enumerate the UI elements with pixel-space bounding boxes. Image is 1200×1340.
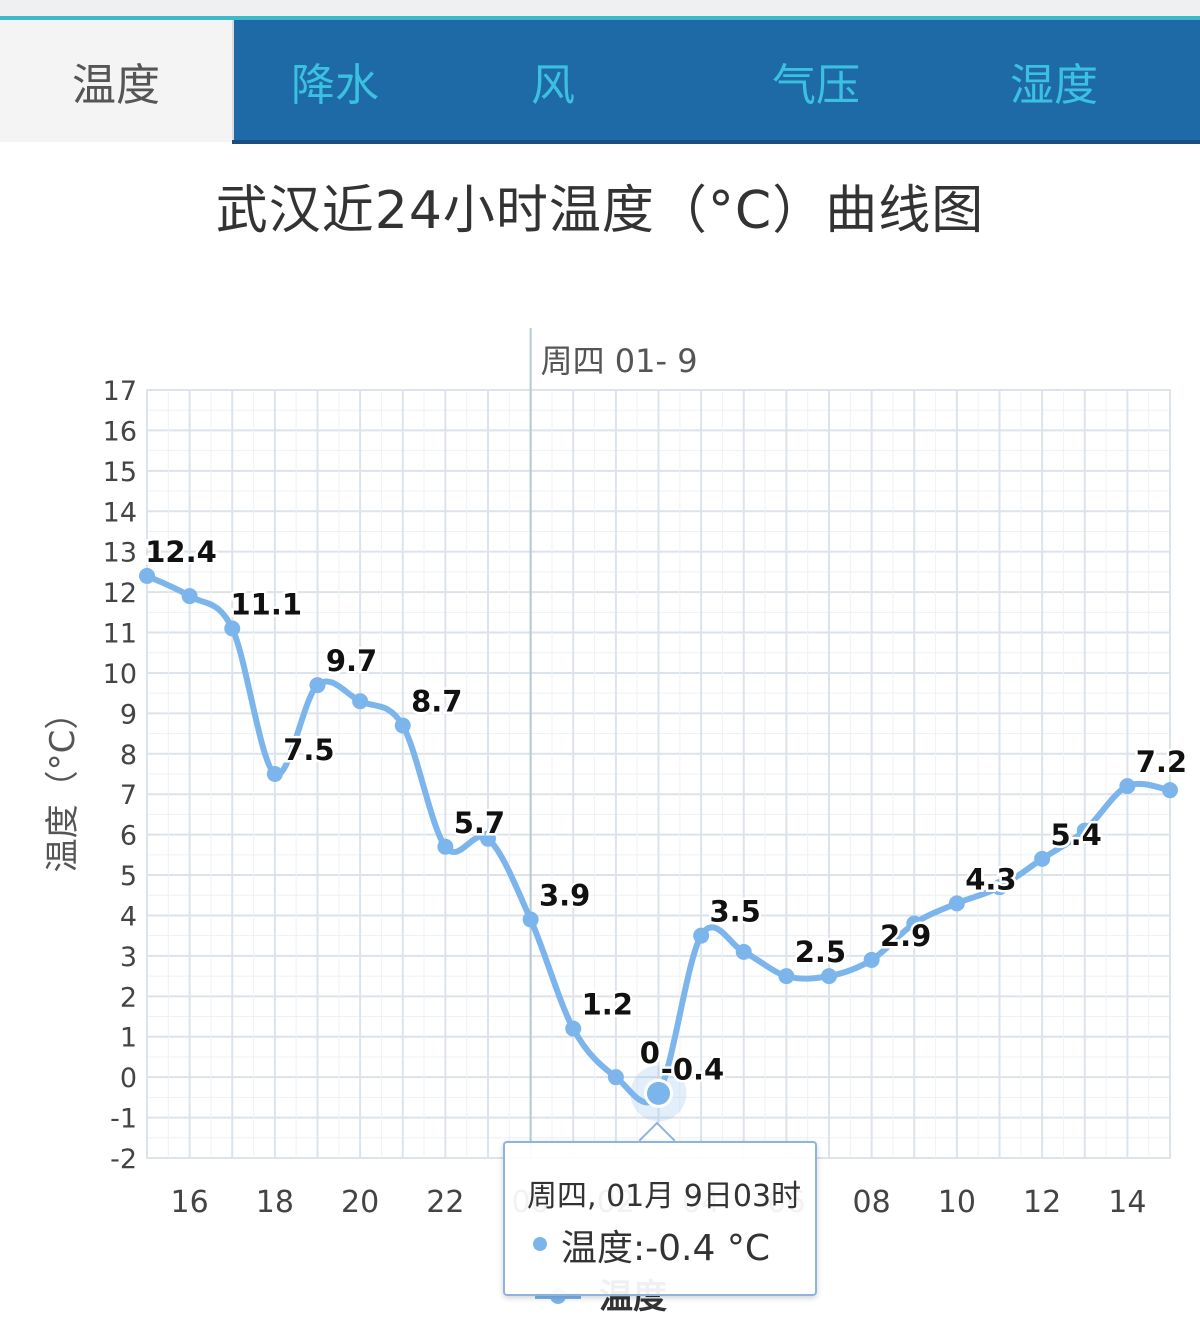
y-tick-label: 7 <box>120 780 137 811</box>
data-point <box>224 620 241 637</box>
data-label: 5.4 <box>1050 818 1101 852</box>
data-point <box>266 766 283 782</box>
data-point <box>991 879 1008 896</box>
y-tick-label: 16 <box>103 416 137 447</box>
y-tick-label: 3 <box>120 942 137 973</box>
data-label: 7.5 <box>283 733 334 767</box>
y-tick-label: 1 <box>120 1023 137 1054</box>
data-point <box>181 588 198 605</box>
y-tick-label: 17 <box>103 376 137 407</box>
x-tick-label: 12 <box>1023 1185 1061 1220</box>
data-point-highlight <box>644 1078 673 1108</box>
x-tick-label: 22 <box>426 1185 464 1220</box>
data-label: 3.9 <box>539 879 590 913</box>
data-point <box>821 968 837 985</box>
tab-precipitation[interactable]: 降水 <box>291 60 379 111</box>
accent-line <box>0 16 1200 20</box>
y-axis-title: 温度（°C） <box>43 696 83 873</box>
y-tick-label: 9 <box>120 699 137 730</box>
tooltip-header: 周四, 01月 9日03时 <box>527 1179 802 1214</box>
tab-humidity[interactable]: 湿度 <box>1010 60 1098 111</box>
data-label: 0 <box>640 1036 660 1070</box>
x-tick-label: 16 <box>171 1185 209 1220</box>
data-point <box>1119 778 1136 795</box>
status-strip <box>0 0 1200 18</box>
data-point <box>1034 850 1051 867</box>
tab-temperature[interactable]: 温度 <box>0 20 234 142</box>
data-point <box>522 911 539 928</box>
data-label: 7.2 <box>1136 745 1187 779</box>
y-tick-label: 11 <box>103 619 137 650</box>
data-point <box>309 677 326 694</box>
y-tick-label: 5 <box>120 861 137 892</box>
tab-pressure[interactable]: 气压 <box>772 60 860 111</box>
tooltip-series-dot-icon <box>533 1237 547 1251</box>
y-tick-label: 14 <box>103 497 137 528</box>
y-tick-label: -1 <box>110 1104 137 1135</box>
y-tick-label: 2 <box>120 982 137 1013</box>
data-label: 11.1 <box>230 587 302 621</box>
data-point <box>1076 822 1093 839</box>
y-tick-label: -2 <box>110 1144 137 1175</box>
data-point <box>948 895 965 912</box>
data-point <box>437 838 454 855</box>
chart-title: 武汉近24小时温度（°C）曲线图 <box>215 181 985 241</box>
data-label: 4.3 <box>965 862 1016 896</box>
tab-divider <box>232 140 1200 144</box>
data-label: 12.4 <box>145 535 217 569</box>
series-line-temperature <box>144 572 1173 1106</box>
data-label: 9.7 <box>326 644 377 678</box>
tooltip-value: 温度:-0.4 °C <box>561 1228 770 1269</box>
x-tick-label: 10 <box>938 1185 976 1220</box>
x-tick-label: 08 <box>853 1185 891 1220</box>
data-point <box>565 1020 582 1037</box>
x-tick-label: 20 <box>341 1185 379 1220</box>
data-point <box>352 693 369 710</box>
tooltip: 周四, 01月 9日03时 温度:-0.4 °C <box>503 1141 817 1296</box>
day-marker-label: 周四 01- 9 <box>541 342 698 380</box>
y-tick-label: 10 <box>103 659 137 690</box>
data-point <box>778 968 795 985</box>
y-tick-label: 15 <box>103 457 137 488</box>
data-point <box>693 927 710 944</box>
data-point <box>480 830 496 847</box>
data-point <box>607 1069 624 1086</box>
data-point <box>735 943 752 960</box>
data-label: 1.2 <box>582 988 633 1022</box>
data-point <box>863 951 880 968</box>
y-tick-label: 13 <box>103 538 137 569</box>
data-label: 2.9 <box>880 919 931 953</box>
data-label: -0.4 <box>661 1052 724 1086</box>
x-tick-label: 14 <box>1108 1185 1146 1220</box>
data-point <box>394 717 411 734</box>
y-tick-label: 12 <box>103 578 137 609</box>
data-label: 3.5 <box>709 895 760 929</box>
data-label: 2.5 <box>795 935 846 969</box>
y-tick-label: 0 <box>120 1063 137 1094</box>
y-tick-label: 8 <box>120 740 137 771</box>
data-label: 8.7 <box>411 684 462 718</box>
y-tick-label: 6 <box>120 821 137 852</box>
data-point <box>906 915 923 932</box>
tab-wind[interactable]: 风 <box>531 60 575 111</box>
data-point <box>139 567 155 584</box>
y-tick-label: 4 <box>120 901 137 932</box>
data-label: 5.7 <box>454 806 505 840</box>
data-point <box>1162 782 1178 799</box>
x-tick-label: 18 <box>256 1185 294 1220</box>
